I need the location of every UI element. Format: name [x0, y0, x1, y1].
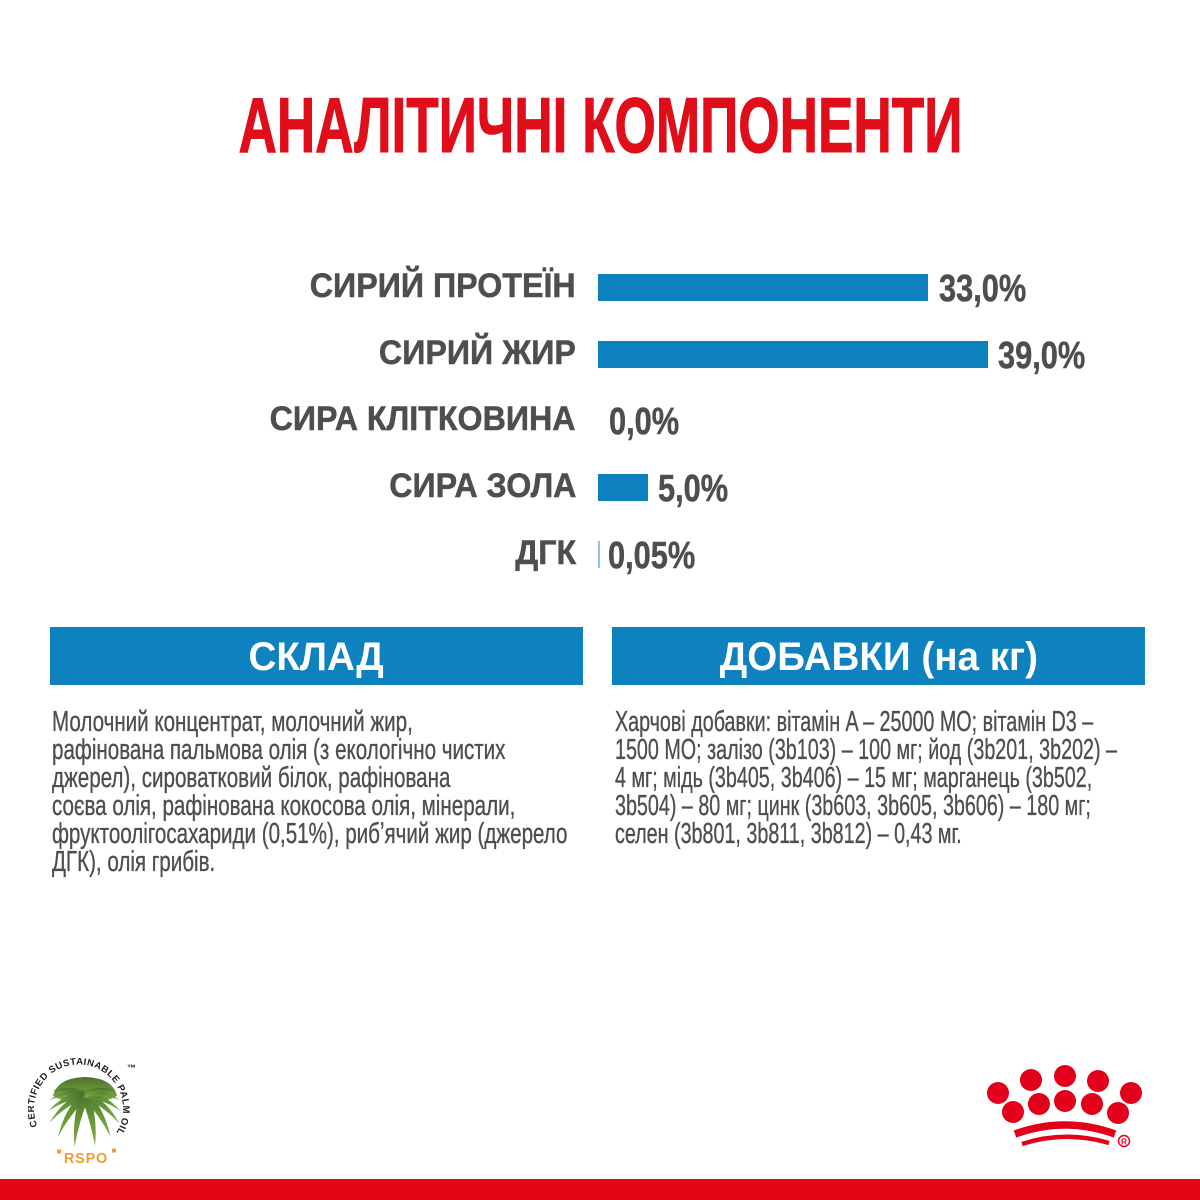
svg-text:RSPO: RSPO [64, 1151, 108, 1167]
svg-text:R: R [1121, 1138, 1127, 1147]
svg-text:™: ™ [127, 1063, 136, 1073]
